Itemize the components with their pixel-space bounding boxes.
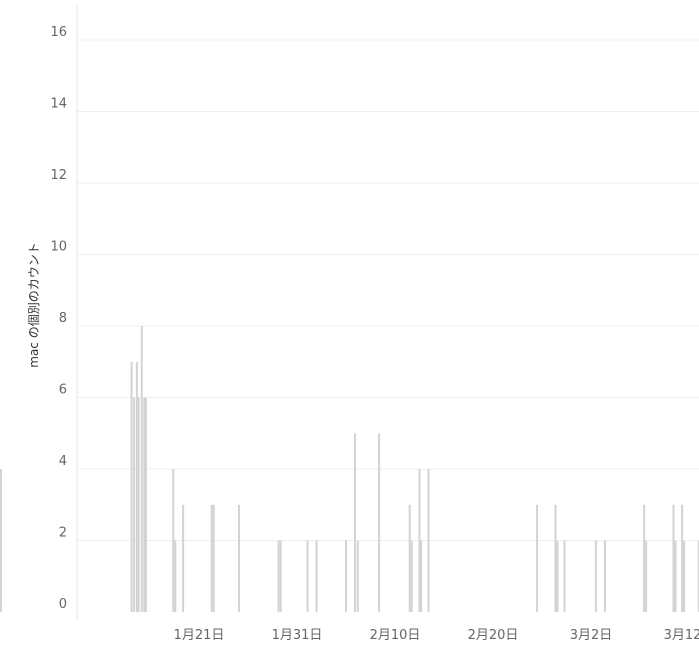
bar[interactable] [137,397,140,613]
y-axis-ticks: 0 2 4 6 8 10 12 14 16 [50,25,67,612]
bar[interactable] [697,540,699,613]
bar[interactable] [133,397,136,613]
bar[interactable] [182,504,185,613]
x-tick-label: 1月21日 [174,628,225,643]
bar[interactable] [378,433,381,613]
bar[interactable] [277,540,280,613]
x-axis-ticks: 1月21日 1月31日 2月10日 2月20日 3月2日 3月12日 [174,628,699,643]
bar[interactable] [356,540,359,613]
bar[interactable] [172,469,175,612]
y-tick-label: 8 [59,311,67,326]
bar[interactable] [408,504,411,613]
y-axis-title: mac の個別のカウント [27,242,41,367]
y-tick-label: 10 [50,240,67,255]
y-tick-label: 4 [59,454,67,469]
x-tick-label: 2月10日 [370,628,421,643]
bar[interactable] [681,504,684,613]
bar[interactable] [645,540,648,613]
bar[interactable] [594,540,597,613]
x-tick-label: 3月2日 [570,628,613,643]
bar[interactable] [210,504,213,613]
y-tick-label: 2 [59,526,67,541]
bar[interactable] [135,361,138,613]
bar[interactable] [410,540,413,613]
bar[interactable] [418,469,421,612]
y-tick-label: 16 [50,25,67,40]
y-tick-label: 0 [59,597,67,612]
bar[interactable] [0,469,2,612]
bars [0,326,699,613]
bar[interactable] [144,397,147,613]
x-tick-label: 3月12日 [664,628,699,643]
bar[interactable] [563,540,566,613]
bar[interactable] [427,469,430,612]
bar[interactable] [140,326,143,612]
bar[interactable] [212,504,215,613]
bar[interactable] [674,540,677,613]
bar[interactable] [536,504,539,613]
bar[interactable] [672,504,675,613]
bar[interactable] [420,540,423,613]
bar[interactable] [354,433,356,613]
y-tick-label: 14 [50,97,67,112]
bar[interactable] [315,540,318,613]
bar[interactable] [238,504,240,613]
bar[interactable] [143,397,146,613]
bar[interactable] [130,361,133,613]
bar[interactable] [556,540,559,613]
bar[interactable] [279,540,282,613]
y-tick-label: 12 [50,168,67,183]
gridlines [77,39,699,541]
bar[interactable] [345,540,347,613]
x-tick-label: 2月20日 [468,628,519,643]
bar[interactable] [603,540,606,613]
x-tick-label: 1月31日 [272,628,323,643]
y-tick-label: 6 [59,383,67,398]
bar[interactable] [643,504,646,613]
bar[interactable] [554,504,557,613]
bar[interactable] [306,540,309,613]
bar[interactable] [683,540,686,613]
bar[interactable] [174,540,177,613]
